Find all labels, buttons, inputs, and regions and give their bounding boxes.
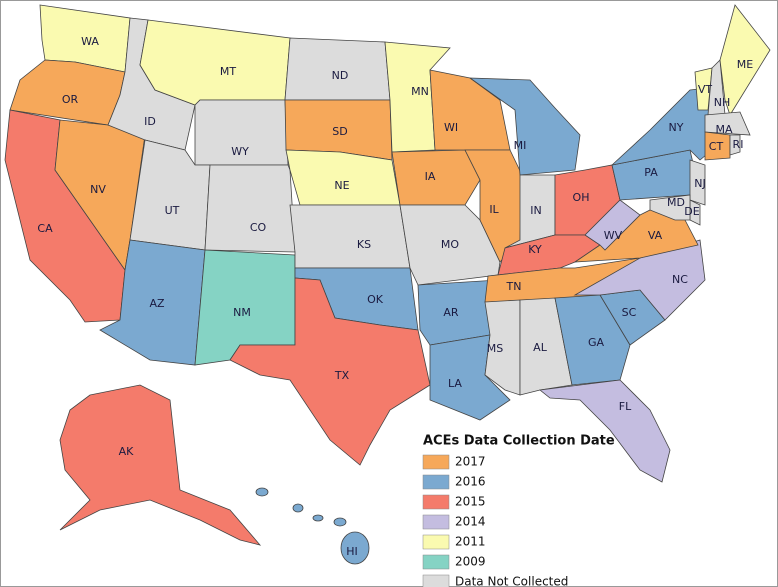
state-label: CO [250, 221, 267, 234]
state-label: OR [62, 93, 79, 106]
state-label: MA [715, 123, 732, 136]
state-shape [554, 294, 631, 386]
legend-swatch [422, 534, 450, 550]
legend-label: 2011 [455, 535, 486, 549]
legend: 2017 2016 2015 2014 2011 2009 Data Not Collect… [422, 454, 568, 587]
state-label: MT [220, 65, 236, 78]
state-label: NJ [694, 177, 705, 190]
state-label: MO [441, 238, 459, 251]
legend-label: 2017 [455, 455, 486, 469]
state-label: WV [604, 229, 623, 242]
state-label: OH [573, 191, 590, 204]
state-label: WA [81, 35, 99, 48]
state-label: AZ [149, 297, 165, 310]
state-label: SC [622, 306, 637, 319]
state-shape [694, 67, 713, 111]
state-label: IA [425, 170, 436, 183]
state-label: SD [332, 125, 347, 138]
state-shape [729, 134, 741, 156]
state-label: ME [737, 58, 753, 71]
state-shape [333, 517, 347, 527]
state-label: KY [528, 243, 542, 256]
state-shape [704, 111, 751, 136]
state-shape [468, 77, 581, 176]
state-label: KS [357, 238, 371, 251]
state-shape [584, 199, 641, 251]
states [4, 4, 771, 565]
state-label: AK [119, 445, 135, 458]
state-label: AR [443, 306, 459, 319]
state-label: ID [144, 115, 156, 128]
legend-label: 2009 [455, 555, 486, 569]
state-shape [312, 514, 324, 522]
state-shape [704, 131, 731, 161]
state-label: PA [644, 166, 658, 179]
state-shape [519, 297, 573, 396]
state-label: IN [530, 204, 541, 217]
legend-swatch [422, 454, 450, 470]
legend-swatch [422, 574, 450, 587]
state-label: NM [233, 306, 251, 319]
state-label: MD [667, 196, 685, 209]
state-label: NY [669, 121, 684, 134]
state-label: FL [619, 400, 632, 413]
state-shape [719, 4, 771, 116]
state-label: NV [90, 183, 106, 196]
state-label: TX [334, 369, 350, 382]
state-shape [689, 159, 706, 206]
state-label: TN [506, 280, 522, 293]
state-shape [289, 204, 411, 269]
legend-swatch [422, 494, 450, 510]
legend-label: 2014 [455, 515, 486, 529]
state-label: OK [367, 293, 384, 306]
state-shape [399, 204, 501, 286]
state-labels: WA OR CA NV ID MT WY UT CO AZ NM ND SD NE KS OK TX MN IA MO… [37, 35, 753, 558]
state-label: CT [709, 140, 724, 153]
state-label: HI [346, 545, 358, 558]
state-label: NH [714, 96, 731, 109]
legend-title: ACEs Data Collection Date [423, 434, 615, 449]
state-shape [340, 531, 370, 565]
state-shape [229, 277, 431, 466]
state-label: MI [514, 139, 527, 152]
state-shape [292, 503, 304, 513]
state-label: VA [648, 229, 663, 242]
state-label: VT [698, 83, 713, 96]
state-label: NC [672, 273, 688, 286]
legend-label: 2015 [455, 495, 486, 509]
state-label: LA [448, 377, 462, 390]
state-shape [59, 384, 262, 546]
state-label: WI [444, 121, 458, 134]
state-label: GA [588, 336, 605, 349]
legend-label: Data Not Collected [455, 575, 568, 587]
state-label: RI [733, 138, 744, 151]
legend-swatch [422, 514, 450, 530]
state-label: MS [487, 342, 503, 355]
state-shape [285, 149, 401, 206]
state-label: UT [165, 204, 180, 217]
state-label: MN [411, 85, 429, 98]
state-label: NE [334, 179, 349, 192]
state-shape [255, 487, 269, 497]
state-label: DE [684, 205, 699, 218]
state-shape [649, 194, 691, 221]
state-shape [204, 164, 296, 253]
state-label: ND [332, 69, 349, 82]
state-label: IL [489, 203, 499, 216]
state-shape [391, 149, 481, 206]
state-label: WY [231, 145, 249, 158]
state-label: CA [37, 222, 53, 235]
legend-label: 2016 [455, 475, 486, 489]
state-label: AL [533, 341, 548, 354]
legend-swatch [422, 474, 450, 490]
legend-swatch [422, 554, 450, 570]
state-shape [539, 379, 671, 483]
